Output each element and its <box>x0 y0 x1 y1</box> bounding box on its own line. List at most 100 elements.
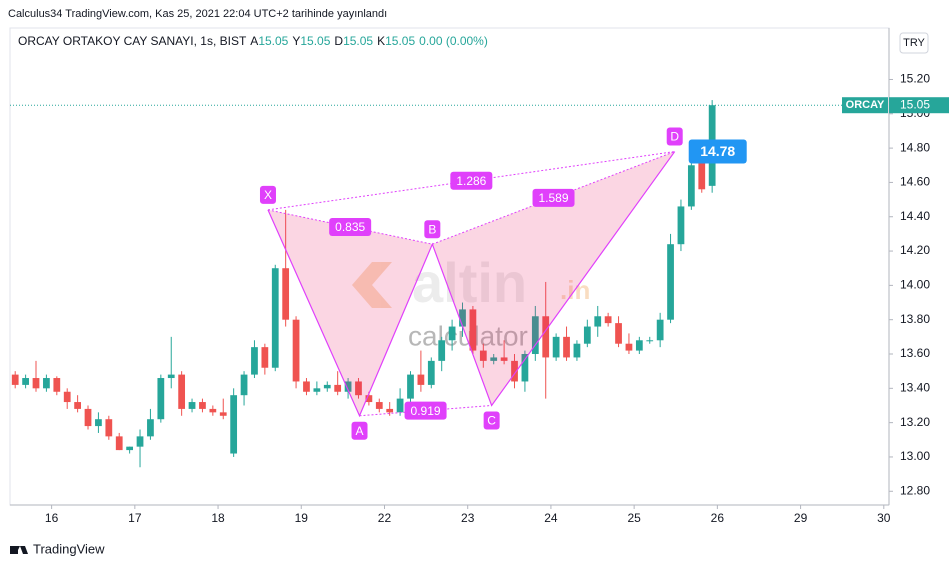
x-tick-label: 16 <box>45 511 59 525</box>
candle-body <box>251 347 258 375</box>
point-box <box>666 127 683 146</box>
candle-body <box>136 436 144 447</box>
candle-body <box>178 374 186 409</box>
point-box <box>351 421 368 440</box>
candle-body <box>677 206 685 245</box>
candle-body <box>438 340 446 361</box>
candle-body <box>84 408 92 427</box>
point-box <box>424 220 441 239</box>
candle-body <box>261 347 269 368</box>
candle-body <box>323 384 331 389</box>
y-tick-label: 13.40 <box>900 380 930 394</box>
candle-body <box>43 378 50 389</box>
candle-body <box>188 402 196 409</box>
currency-button[interactable] <box>899 32 929 54</box>
candle-body <box>459 309 466 327</box>
legend-key: A <box>250 34 258 48</box>
candle-body <box>511 360 518 382</box>
candle-body <box>147 419 154 437</box>
candle-body <box>199 402 206 409</box>
candle-body <box>448 326 456 341</box>
ratio-label: 1.286 <box>456 174 486 188</box>
y-tick-label: 13.00 <box>900 449 930 463</box>
candle-body <box>313 388 321 392</box>
x-tick-label: 17 <box>128 511 142 525</box>
watermark-sub: calculator <box>408 320 528 351</box>
candle-body <box>407 374 414 399</box>
candle-body <box>334 384 342 392</box>
candle-body <box>615 323 622 344</box>
x-tick-label: 30 <box>877 511 891 525</box>
candle-body <box>22 378 29 385</box>
last-price-name-box <box>842 97 888 114</box>
y-tick-label: 14.60 <box>900 175 930 189</box>
candle-body <box>563 336 570 358</box>
ratio-label: 0.835 <box>335 220 365 234</box>
last-price-label: 15.05 <box>900 97 930 111</box>
candle-body <box>500 357 508 361</box>
y-tick-label: 13.20 <box>900 415 930 429</box>
y-tick-label: 12.80 <box>900 483 930 497</box>
candle-body <box>271 268 279 368</box>
candle-body <box>646 340 654 342</box>
ratio-box <box>404 401 447 420</box>
x-tick-label: 26 <box>711 511 725 525</box>
candle-body <box>469 309 477 351</box>
candle-body <box>167 374 175 379</box>
x-tick-label: 23 <box>461 511 475 525</box>
pattern-fill <box>432 151 675 406</box>
y-tick-label: 14.80 <box>900 140 930 154</box>
candle-body <box>552 336 560 358</box>
point-label: C <box>487 414 496 428</box>
candle-body <box>594 316 602 327</box>
candle-body <box>427 360 435 385</box>
x-tick-label: 19 <box>295 511 309 525</box>
ratio-box <box>532 188 575 207</box>
watermark-logo <box>352 262 392 308</box>
legend-value: 15.05 <box>300 34 330 48</box>
ratio-box <box>329 218 372 237</box>
candle-body <box>698 158 706 190</box>
legend-key: D <box>334 34 343 48</box>
candle-body <box>542 316 550 358</box>
legend-key: K <box>377 34 385 48</box>
candle-body <box>573 343 581 358</box>
legend-change: 0.00 (0.00%) <box>419 34 488 48</box>
candle-body <box>355 381 362 396</box>
candle-body <box>292 319 300 382</box>
candle-body <box>95 419 102 427</box>
candle-body <box>635 340 643 351</box>
y-tick-label: 14.40 <box>900 209 930 223</box>
point-label: B <box>428 222 436 236</box>
y-tick-label: 14.20 <box>900 243 930 257</box>
legend-value: 15.05 <box>258 34 288 48</box>
tv-logo <box>10 546 28 554</box>
candle-body <box>396 398 404 413</box>
candle-body <box>479 350 487 361</box>
x-tick-label: 29 <box>794 511 808 525</box>
point-box <box>259 185 276 204</box>
candle-body <box>105 419 113 437</box>
candle-body <box>667 244 674 320</box>
candle-body <box>365 395 373 403</box>
ratio-box <box>450 171 493 190</box>
header: Calculus34 TradingView.com, Kas 25, 2021… <box>8 8 387 20</box>
legend-value: 15.05 <box>385 34 415 48</box>
pattern-fill <box>267 209 433 416</box>
point-label: A <box>356 424 364 438</box>
x-tick-label: 24 <box>544 511 558 525</box>
footer: TradingView <box>33 541 105 556</box>
currency-label: TRY <box>903 37 925 49</box>
candle-body <box>230 395 238 454</box>
watermark-brand: altin <box>412 251 527 314</box>
point-label: D <box>670 130 679 144</box>
candle-body <box>11 374 19 385</box>
candle-body <box>219 412 227 416</box>
candle-body <box>63 391 71 403</box>
candle-body <box>490 357 498 361</box>
legend-symbol: ORCAY ORTAKOY CAY SANAYI, 1s, BIST <box>18 34 247 48</box>
candle-body <box>282 268 290 320</box>
candle-body <box>209 408 217 413</box>
x-tick-label: 22 <box>378 511 392 525</box>
